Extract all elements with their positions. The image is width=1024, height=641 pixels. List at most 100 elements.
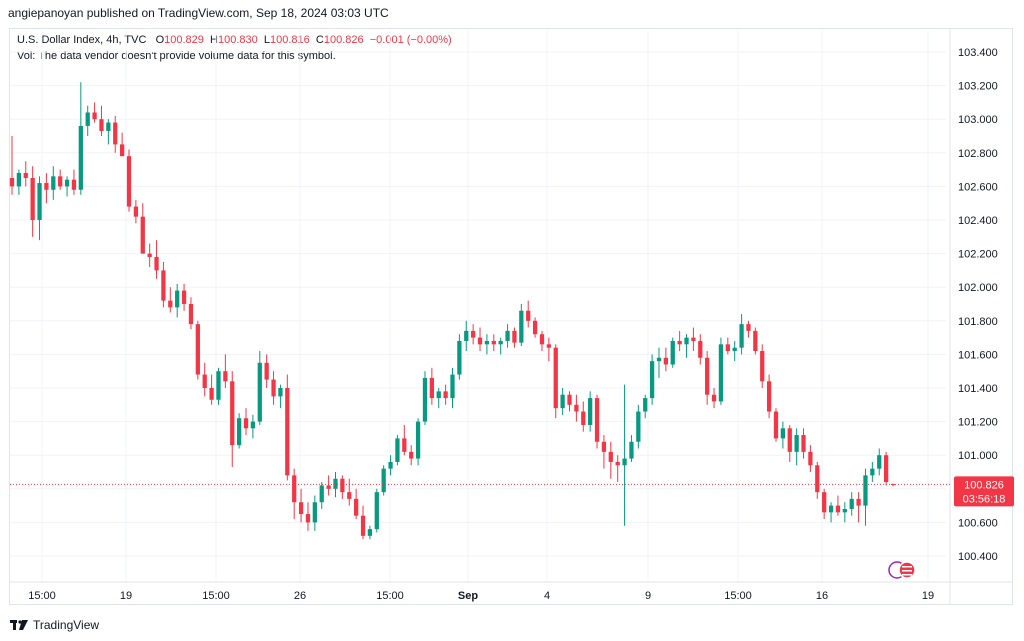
- y-tick-label: 101.000: [958, 450, 998, 462]
- y-tick-label: 102.400: [958, 215, 998, 227]
- candle-up: [415, 421, 421, 459]
- footer-brand[interactable]: TradingView: [10, 618, 99, 632]
- y-tick-label: 103.000: [958, 114, 998, 126]
- candle-down: [243, 418, 249, 429]
- candle-up: [505, 330, 510, 341]
- candle-down: [725, 344, 730, 352]
- current-price-badge: [954, 476, 1014, 507]
- high-value: 100.830: [217, 34, 258, 46]
- candle-down: [766, 381, 772, 412]
- candle-up: [877, 455, 882, 469]
- candle-down: [808, 451, 813, 466]
- x-tick-label: 4: [544, 590, 550, 602]
- y-tick-label: 101.600: [958, 349, 998, 361]
- flag-stripe-icon: [902, 570, 912, 572]
- candle-up: [388, 461, 393, 469]
- y-tick-label: 103.200: [958, 81, 998, 93]
- candle-down: [615, 461, 620, 466]
- x-tick-label: Sep: [458, 590, 478, 602]
- candle-down: [443, 391, 448, 399]
- high-label: H: [210, 34, 218, 46]
- candle-down: [822, 492, 827, 513]
- candle-up: [629, 441, 634, 459]
- x-tick-label: 15:00: [376, 590, 404, 602]
- candle-down: [402, 438, 407, 452]
- candle-up: [85, 112, 90, 126]
- candle-down: [161, 270, 166, 301]
- candle-down: [539, 334, 545, 345]
- y-tick-label: 102.600: [958, 181, 998, 193]
- candle-down: [890, 483, 896, 485]
- candle-down: [753, 330, 758, 352]
- tradingview-logo-icon: [10, 620, 28, 630]
- candle-down: [133, 206, 139, 217]
- candle-down: [856, 498, 861, 506]
- candle-up: [457, 340, 462, 375]
- flag-stripe-icon: [902, 566, 912, 568]
- candle-down: [195, 324, 200, 375]
- x-tick-label: 15:00: [28, 590, 56, 602]
- candle-down: [883, 455, 889, 483]
- candle-down: [760, 351, 765, 382]
- candle-down: [140, 216, 145, 254]
- candle-down: [305, 514, 311, 523]
- candle-down: [44, 183, 49, 190]
- candle-up: [622, 458, 627, 466]
- candle-down: [71, 179, 77, 190]
- candle-down: [553, 347, 558, 409]
- candle-down: [99, 119, 104, 131]
- candle-down: [154, 256, 159, 271]
- close-label: C: [315, 34, 324, 46]
- candle-down: [815, 465, 820, 493]
- candle-down: [271, 379, 276, 397]
- candle-down: [181, 290, 187, 304]
- y-tick-label: 101.200: [958, 417, 998, 429]
- x-tick-label: 15:00: [724, 590, 752, 602]
- candle-up: [643, 398, 648, 412]
- candle-up: [250, 421, 256, 429]
- x-tick-label: 9: [645, 590, 651, 602]
- candle-up: [718, 344, 724, 402]
- candle-down: [698, 340, 703, 358]
- candle-up: [732, 347, 737, 352]
- candle-up: [51, 176, 56, 190]
- candle-up: [278, 388, 283, 397]
- candle-down: [58, 176, 63, 187]
- open-label: O: [155, 34, 165, 46]
- candle-down: [347, 492, 352, 499]
- candle-up: [464, 330, 469, 341]
- x-tick-label: 19: [120, 590, 132, 602]
- x-tick-label: 26: [294, 590, 306, 602]
- y-tick-label: 101.400: [958, 383, 998, 395]
- chart-frame[interactable]: [9, 28, 1013, 605]
- candle-down: [608, 451, 613, 462]
- candle-up: [794, 435, 799, 452]
- candle-down: [705, 357, 710, 395]
- candle-up: [216, 371, 221, 400]
- candle-down: [546, 344, 551, 348]
- candle-down: [711, 394, 717, 402]
- candle-down: [92, 112, 97, 120]
- symbol-title[interactable]: U.S. Dollar Index, 4h, TVC: [17, 34, 147, 46]
- candle-down: [526, 310, 531, 321]
- candle-up: [312, 502, 317, 523]
- volume-note: Vol: The data vendor doesn't provide vol…: [17, 50, 336, 62]
- candle-up: [870, 468, 875, 476]
- candle-down: [594, 398, 600, 442]
- candle-down: [188, 304, 194, 325]
- candle-up: [16, 172, 22, 187]
- candle-down: [340, 478, 345, 493]
- candle-up: [333, 478, 338, 489]
- candle-up: [636, 411, 641, 442]
- candle-down: [746, 324, 751, 331]
- candle-down: [209, 388, 214, 400]
- candle-down: [147, 253, 152, 257]
- candle-down: [491, 340, 496, 345]
- candle-up: [381, 468, 386, 493]
- candle-up: [374, 492, 379, 530]
- candle-up: [422, 377, 428, 422]
- candle-down: [801, 435, 806, 452]
- candle-up: [78, 125, 83, 190]
- current-price-label: 100.826: [964, 479, 1004, 491]
